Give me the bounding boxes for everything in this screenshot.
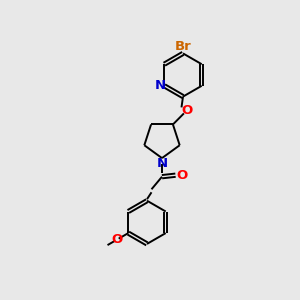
Text: O: O [181, 104, 193, 118]
Text: Br: Br [175, 40, 191, 53]
Text: N: N [156, 157, 168, 170]
Text: O: O [176, 169, 188, 182]
Text: N: N [155, 79, 166, 92]
Text: O: O [112, 233, 123, 246]
